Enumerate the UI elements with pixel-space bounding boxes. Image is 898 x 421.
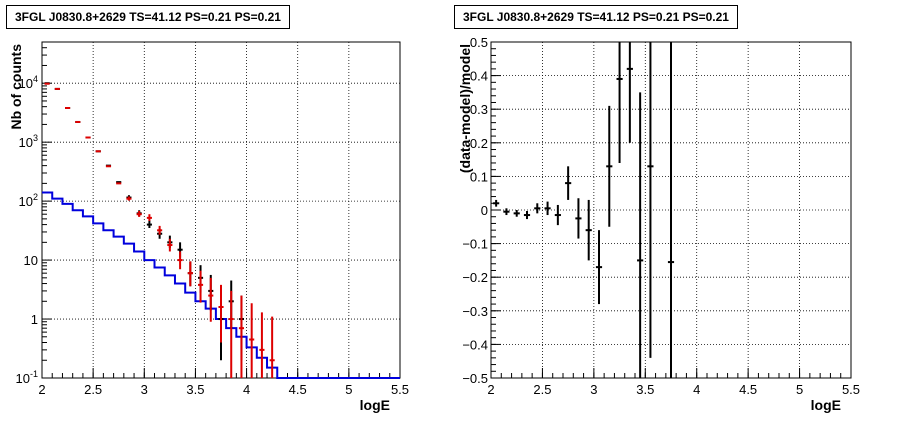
model-point (167, 238, 173, 252)
model-point (136, 211, 142, 217)
residual-point (595, 230, 603, 305)
residual-point (616, 42, 623, 163)
right-y-tick-label: 0.3 (470, 102, 488, 117)
residual-point (606, 105, 613, 227)
data-point (146, 220, 152, 229)
left-x-tick-label: 3.5 (186, 382, 204, 397)
right-y-tick-label: −0.5 (462, 371, 488, 386)
left-y-tick-label: 10-1 (16, 369, 38, 386)
residual-point (523, 211, 531, 220)
left-x-tick-label: 3 (141, 382, 148, 397)
right-x-tick-label: 5.5 (842, 382, 860, 397)
right-x-tick-label: 3 (590, 382, 597, 397)
left-y-axis-label: Nb of counts (8, 44, 24, 130)
model-point (146, 214, 152, 222)
left-y-tick-label: 10 (24, 253, 38, 268)
right-y-tick-label: 0.4 (470, 69, 488, 84)
residual-point (493, 199, 500, 207)
residual-point (667, 42, 675, 378)
left-y-tick-label: 102 (19, 192, 38, 209)
right-x-tick-label: 2 (487, 382, 494, 397)
right-y-tick-label: −0.4 (462, 337, 488, 352)
model-point (228, 290, 234, 378)
right-y-axis-label: (data-model)/model (457, 44, 473, 173)
right-y-tick-label: 0.2 (470, 136, 488, 151)
right-y-tick-label: 0.1 (470, 169, 488, 184)
left-x-tick-label: 5 (345, 382, 352, 397)
background-step-line (42, 191, 400, 379)
residual-point (544, 201, 551, 216)
model-point (157, 225, 163, 235)
residual-point (513, 210, 520, 217)
right-y-tick-label: −0.2 (462, 270, 488, 285)
right-y-tick-label: −0.3 (462, 304, 488, 319)
residual-point (626, 42, 633, 143)
residual-point (565, 166, 572, 200)
right-x-tick-label: 4.5 (739, 382, 757, 397)
model-point (208, 277, 214, 322)
right-x-tick-label: 5 (796, 382, 803, 397)
model-point (126, 196, 132, 201)
model-point (197, 270, 204, 303)
left-x-axis-label: logE (360, 397, 390, 413)
residual-point (554, 204, 561, 226)
left-x-tick-label: 4 (243, 382, 250, 397)
left-x-tick-label: 4.5 (289, 382, 307, 397)
model-point (269, 316, 275, 378)
right-x-tick-label: 3.5 (636, 382, 654, 397)
right-y-tick-label: 0.5 (470, 35, 488, 50)
residual-point (534, 203, 541, 214)
residual-point (503, 208, 510, 216)
residual-point (647, 42, 654, 358)
residual-point (585, 199, 592, 261)
left-x-tick-label: 5.5 (391, 382, 409, 397)
model-point (238, 295, 245, 378)
right-panel-title: 3FGL J0830.8+2629 TS=41.12 PS=0.21 PS=0.… (454, 5, 738, 29)
model-point (218, 284, 224, 343)
left-y-tick-label: 1 (31, 312, 38, 327)
left-panel-title: 3FGL J0830.8+2629 TS=41.12 PS=0.21 PS=0.… (6, 5, 290, 29)
left-x-tick-label: 2 (38, 382, 45, 397)
right-y-tick-label: −0.1 (462, 237, 488, 252)
left-y-tick-label: 103 (19, 133, 38, 150)
model-point (249, 303, 255, 378)
model-point (177, 251, 183, 270)
right-y-tick-label: 0 (481, 203, 488, 218)
model-point (187, 261, 193, 287)
right-x-axis-label: logE (811, 397, 841, 413)
right-x-tick-label: 4 (693, 382, 700, 397)
right-x-tick-label: 2.5 (533, 382, 551, 397)
residual-point (637, 92, 644, 378)
left-x-tick-label: 2.5 (84, 382, 102, 397)
residual-point (575, 198, 582, 239)
model-point (259, 312, 265, 378)
left-y-tick-label: 104 (19, 74, 38, 91)
